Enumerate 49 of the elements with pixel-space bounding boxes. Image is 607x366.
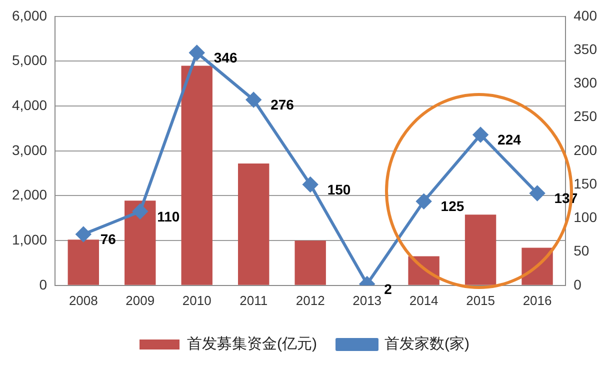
x-tick-label: 2011 <box>240 292 268 308</box>
x-tick-label: 2008 <box>68 292 98 308</box>
data-label: 76 <box>100 231 116 248</box>
data-label: 150 <box>327 181 351 198</box>
data-label: 224 <box>498 132 522 148</box>
point <box>302 177 318 192</box>
point <box>76 226 91 242</box>
bar <box>68 240 100 285</box>
data-label: 110 <box>157 208 180 224</box>
point <box>189 45 204 60</box>
legend-label: 首发募集资金(亿元) <box>187 336 318 353</box>
x-tick-label: 2013 <box>352 292 382 308</box>
y-tick-label: 6,000 <box>12 7 48 24</box>
bar <box>464 214 496 285</box>
y-tick-label: 5,000 <box>12 52 48 68</box>
legend-label: 首发家数(家) <box>384 336 470 353</box>
y2-tick-label: 150 <box>574 175 598 192</box>
bar <box>294 240 326 285</box>
x-tick-label: 2009 <box>126 292 155 308</box>
y2-tick-label: 250 <box>574 108 598 124</box>
bar <box>238 163 270 285</box>
y-tick-label: 1,000 <box>12 231 48 248</box>
point <box>246 92 262 108</box>
y-tick-label: 2,000 <box>12 186 48 203</box>
y2-tick-label: 200 <box>574 142 598 158</box>
y-tick-label: 4,000 <box>12 96 48 113</box>
y2-tick-label: 400 <box>574 7 598 24</box>
data-label: 346 <box>214 50 238 66</box>
point <box>132 204 148 219</box>
data-label: 125 <box>440 198 464 214</box>
data-label: 276 <box>270 96 294 113</box>
y2-tick-label: 300 <box>574 74 598 91</box>
x-tick-label: 2010 <box>182 292 212 308</box>
x-tick-label: 2014 <box>409 292 438 308</box>
bar <box>124 200 156 285</box>
x-tick-label: 2015 <box>466 292 495 308</box>
y-tick-label: 0 <box>39 276 48 292</box>
y2-tick-label: 0 <box>574 276 582 292</box>
point <box>530 186 545 201</box>
data-label: 2 <box>384 280 392 297</box>
y2-tick-label: 350 <box>574 40 598 57</box>
x-tick-label: 2012 <box>296 292 325 308</box>
point <box>416 194 432 209</box>
point <box>473 127 488 142</box>
y-tick-label: 3,000 <box>12 142 48 158</box>
y2-tick-label: 100 <box>574 209 598 226</box>
y2-tick-label: 50 <box>574 242 590 259</box>
bar <box>181 66 212 285</box>
x-tick-label: 2016 <box>522 292 552 308</box>
